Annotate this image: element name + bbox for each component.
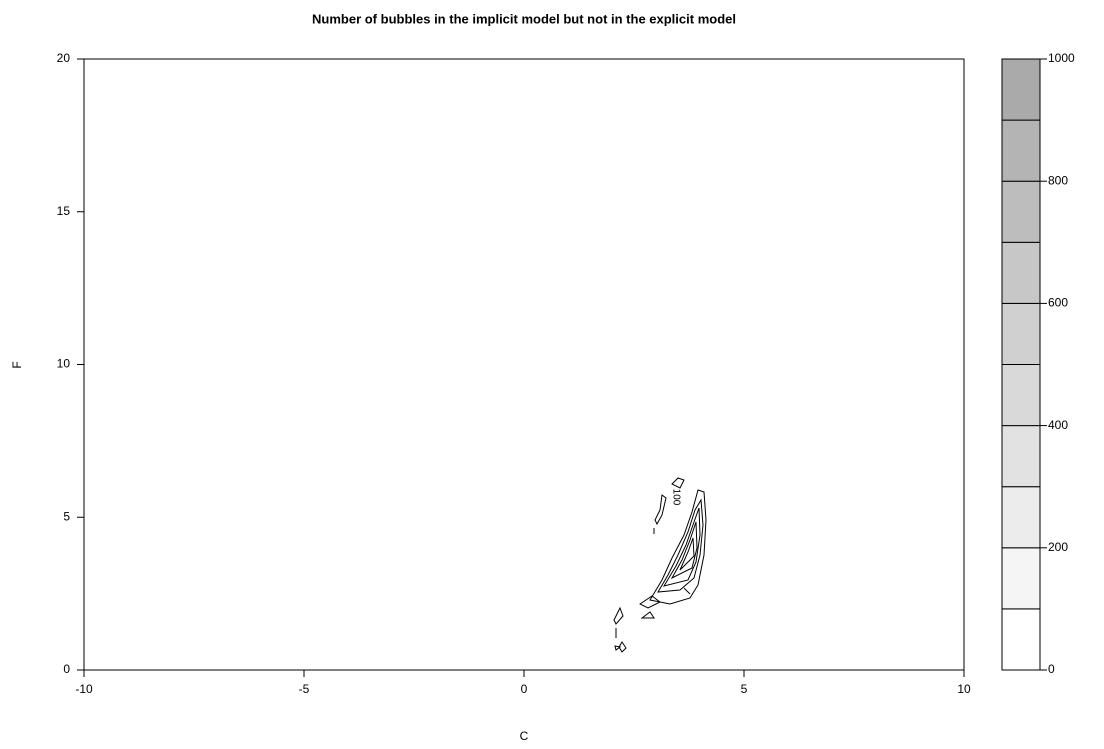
colorbar-band	[1001, 486, 1041, 549]
x-tick-label: 0	[521, 682, 528, 696]
colorbar-band	[1001, 302, 1041, 365]
chart-title: Number of bubbles in the implicit model …	[312, 11, 736, 26]
colorbar-tick-label: 200	[1048, 540, 1068, 554]
colorbar-tick-label: 600	[1048, 296, 1068, 310]
colorbar-band	[1001, 608, 1041, 671]
colorbar-tick-label: 1000	[1048, 51, 1075, 65]
x-tick-label: 5	[741, 682, 748, 696]
y-tick-label: 10	[57, 357, 71, 371]
y-tick-label: 15	[57, 204, 71, 218]
contour-label: 100	[670, 489, 681, 506]
contour-region	[613, 477, 707, 653]
x-axis-label: C	[520, 729, 529, 743]
colorbar-band	[1001, 364, 1041, 427]
colorbar-band	[1001, 119, 1041, 182]
colorbar-band	[1001, 547, 1041, 610]
colorbar-tick-label: 0	[1048, 662, 1055, 676]
y-tick-label: 5	[63, 509, 70, 523]
x-tick-label: 10	[957, 682, 971, 696]
colorbar-tick-label: 400	[1048, 418, 1068, 432]
colorbar-band	[1001, 180, 1041, 243]
x-tick-label: -5	[299, 682, 310, 696]
y-tick-label: 20	[57, 51, 71, 65]
colorbar-band	[1001, 58, 1041, 121]
x-tick-label: -10	[75, 682, 93, 696]
y-axis-label: F	[10, 361, 24, 368]
plot-frame	[83, 58, 965, 671]
y-tick-label: 0	[63, 662, 70, 676]
colorbar-band	[1001, 425, 1041, 488]
colorbar-band	[1001, 241, 1041, 304]
colorbar-tick-label: 800	[1048, 173, 1068, 187]
